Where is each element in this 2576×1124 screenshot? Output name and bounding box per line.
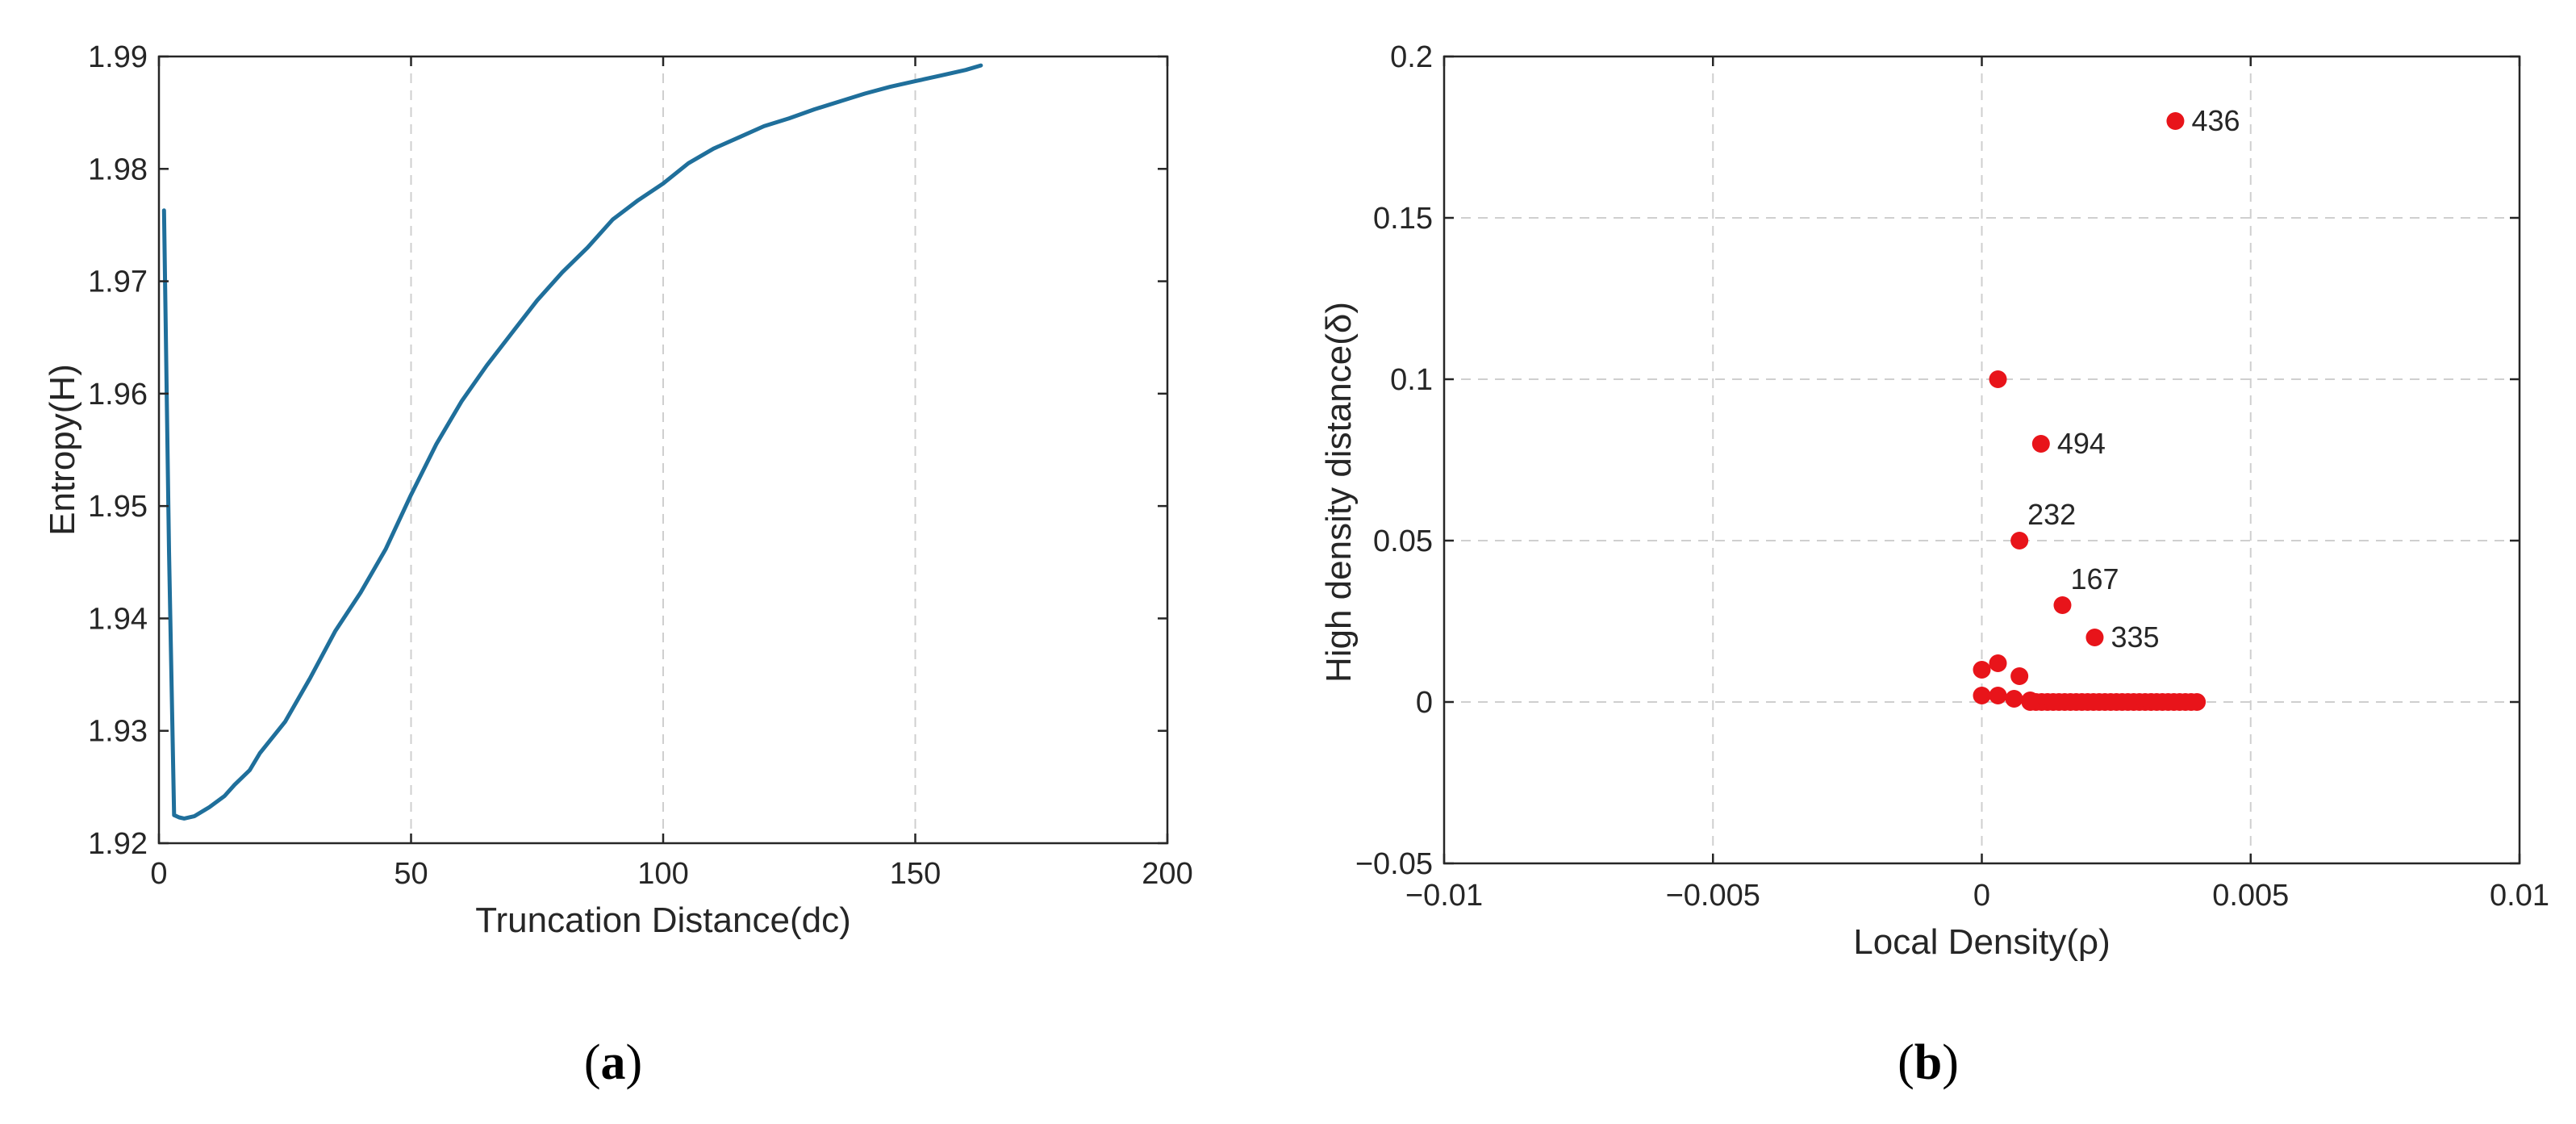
b-x-tick-label: 0.01 [2490,879,2549,913]
b-y-tick-label: 0 [1416,686,1433,720]
b-x-tick-labels: −0.01 −0.005 0 0.005 0.01 [1405,879,2549,913]
entropy-line-chart: 0 50 100 150 200 1.921.931.941.951.961.971.9… [43,40,1193,940]
b-y-tick-label: −0.05 [1355,847,1433,881]
b-point-label: 494 [2057,427,2106,460]
a-y-tick-labels: 1.92 1.93 1.94 1.95 1.96 1.97 1.98 1.99 [88,40,148,861]
b-scatter-point [2021,692,2040,709]
b-scatter-points [1973,112,2207,711]
entropy-series-line [161,63,983,821]
b-labeled-point [2053,596,2072,614]
a-x-tick-label: 150 [890,857,941,891]
panel-label-b: (b) [1898,1035,1959,1090]
b-point-labels: 436 494 232 167 335 [2027,104,2240,654]
a-y-tick-label: 1.97 [88,265,148,299]
a-y-tick-label: 1.99 [88,40,148,74]
b-y-tick-label: 0.15 [1373,202,1433,236]
b-scatter-point [1989,654,2007,672]
a-grid-lines [410,56,916,843]
b-x-tick-label: −0.01 [1405,879,1483,913]
a-y-tick-label: 1.92 [88,827,148,861]
b-x-tick-label: 0.005 [2212,879,2289,913]
b-labeled-point [2010,532,2029,549]
a-x-tick-label: 100 [637,857,688,891]
a-y-tick-label: 1.96 [88,378,148,412]
b-y-tick-label: 0.1 [1390,363,1433,397]
panel-label-a: (a) [584,1035,642,1090]
b-scatter-point [1989,370,2007,388]
density-scatter-chart: 436 494 232 167 335 −0.01 −0.005 0 0.005 0.01 −0… [1319,40,2549,962]
b-point-label: 232 [2027,498,2076,531]
a-y-tick-label: 1.94 [88,602,148,636]
b-cluster-point [2188,693,2207,711]
b-labeled-point [2085,629,2104,646]
a-y-tick-label: 1.98 [88,153,148,186]
b-x-axis-label: Local Density(ρ) [1853,922,2110,962]
b-labeled-point [2166,112,2185,130]
b-scatter-point [2005,690,2023,708]
b-labeled-point [2031,435,2050,453]
b-point-label: 335 [2110,620,2159,654]
b-point-label: 436 [2191,104,2240,137]
a-x-tick-label: 50 [394,857,428,891]
a-y-tick-label: 1.93 [88,715,148,749]
a-y-axis-label: Entropy(H) [43,364,82,536]
b-x-tick-label: 0 [1973,879,1990,913]
a-tick-marks [157,55,1169,845]
a-y-tick-label: 1.95 [88,490,148,524]
b-y-tick-label: 0.2 [1390,40,1433,74]
a-x-tick-label: 0 [150,857,167,891]
a-x-tick-labels: 0 50 100 150 200 [150,857,1192,891]
b-scatter-point [2010,667,2029,685]
b-tick-marks [1442,55,2521,865]
b-grid-lines [1444,56,2520,863]
b-point-label: 167 [2070,562,2119,595]
b-scatter-point [1989,687,2007,704]
b-y-tick-labels: −0.05 0 0.05 0.1 0.15 0.2 [1355,40,1433,881]
b-scatter-point [1973,687,1991,704]
b-x-tick-label: −0.005 [1666,879,1760,913]
a-x-tick-label: 200 [1142,857,1192,891]
b-y-tick-label: 0.05 [1373,524,1433,558]
a-x-axis-label: Truncation Distance(dc) [475,900,850,940]
b-y-axis-label: High density distance(δ) [1319,302,1359,683]
b-scatter-point [1973,661,1991,679]
